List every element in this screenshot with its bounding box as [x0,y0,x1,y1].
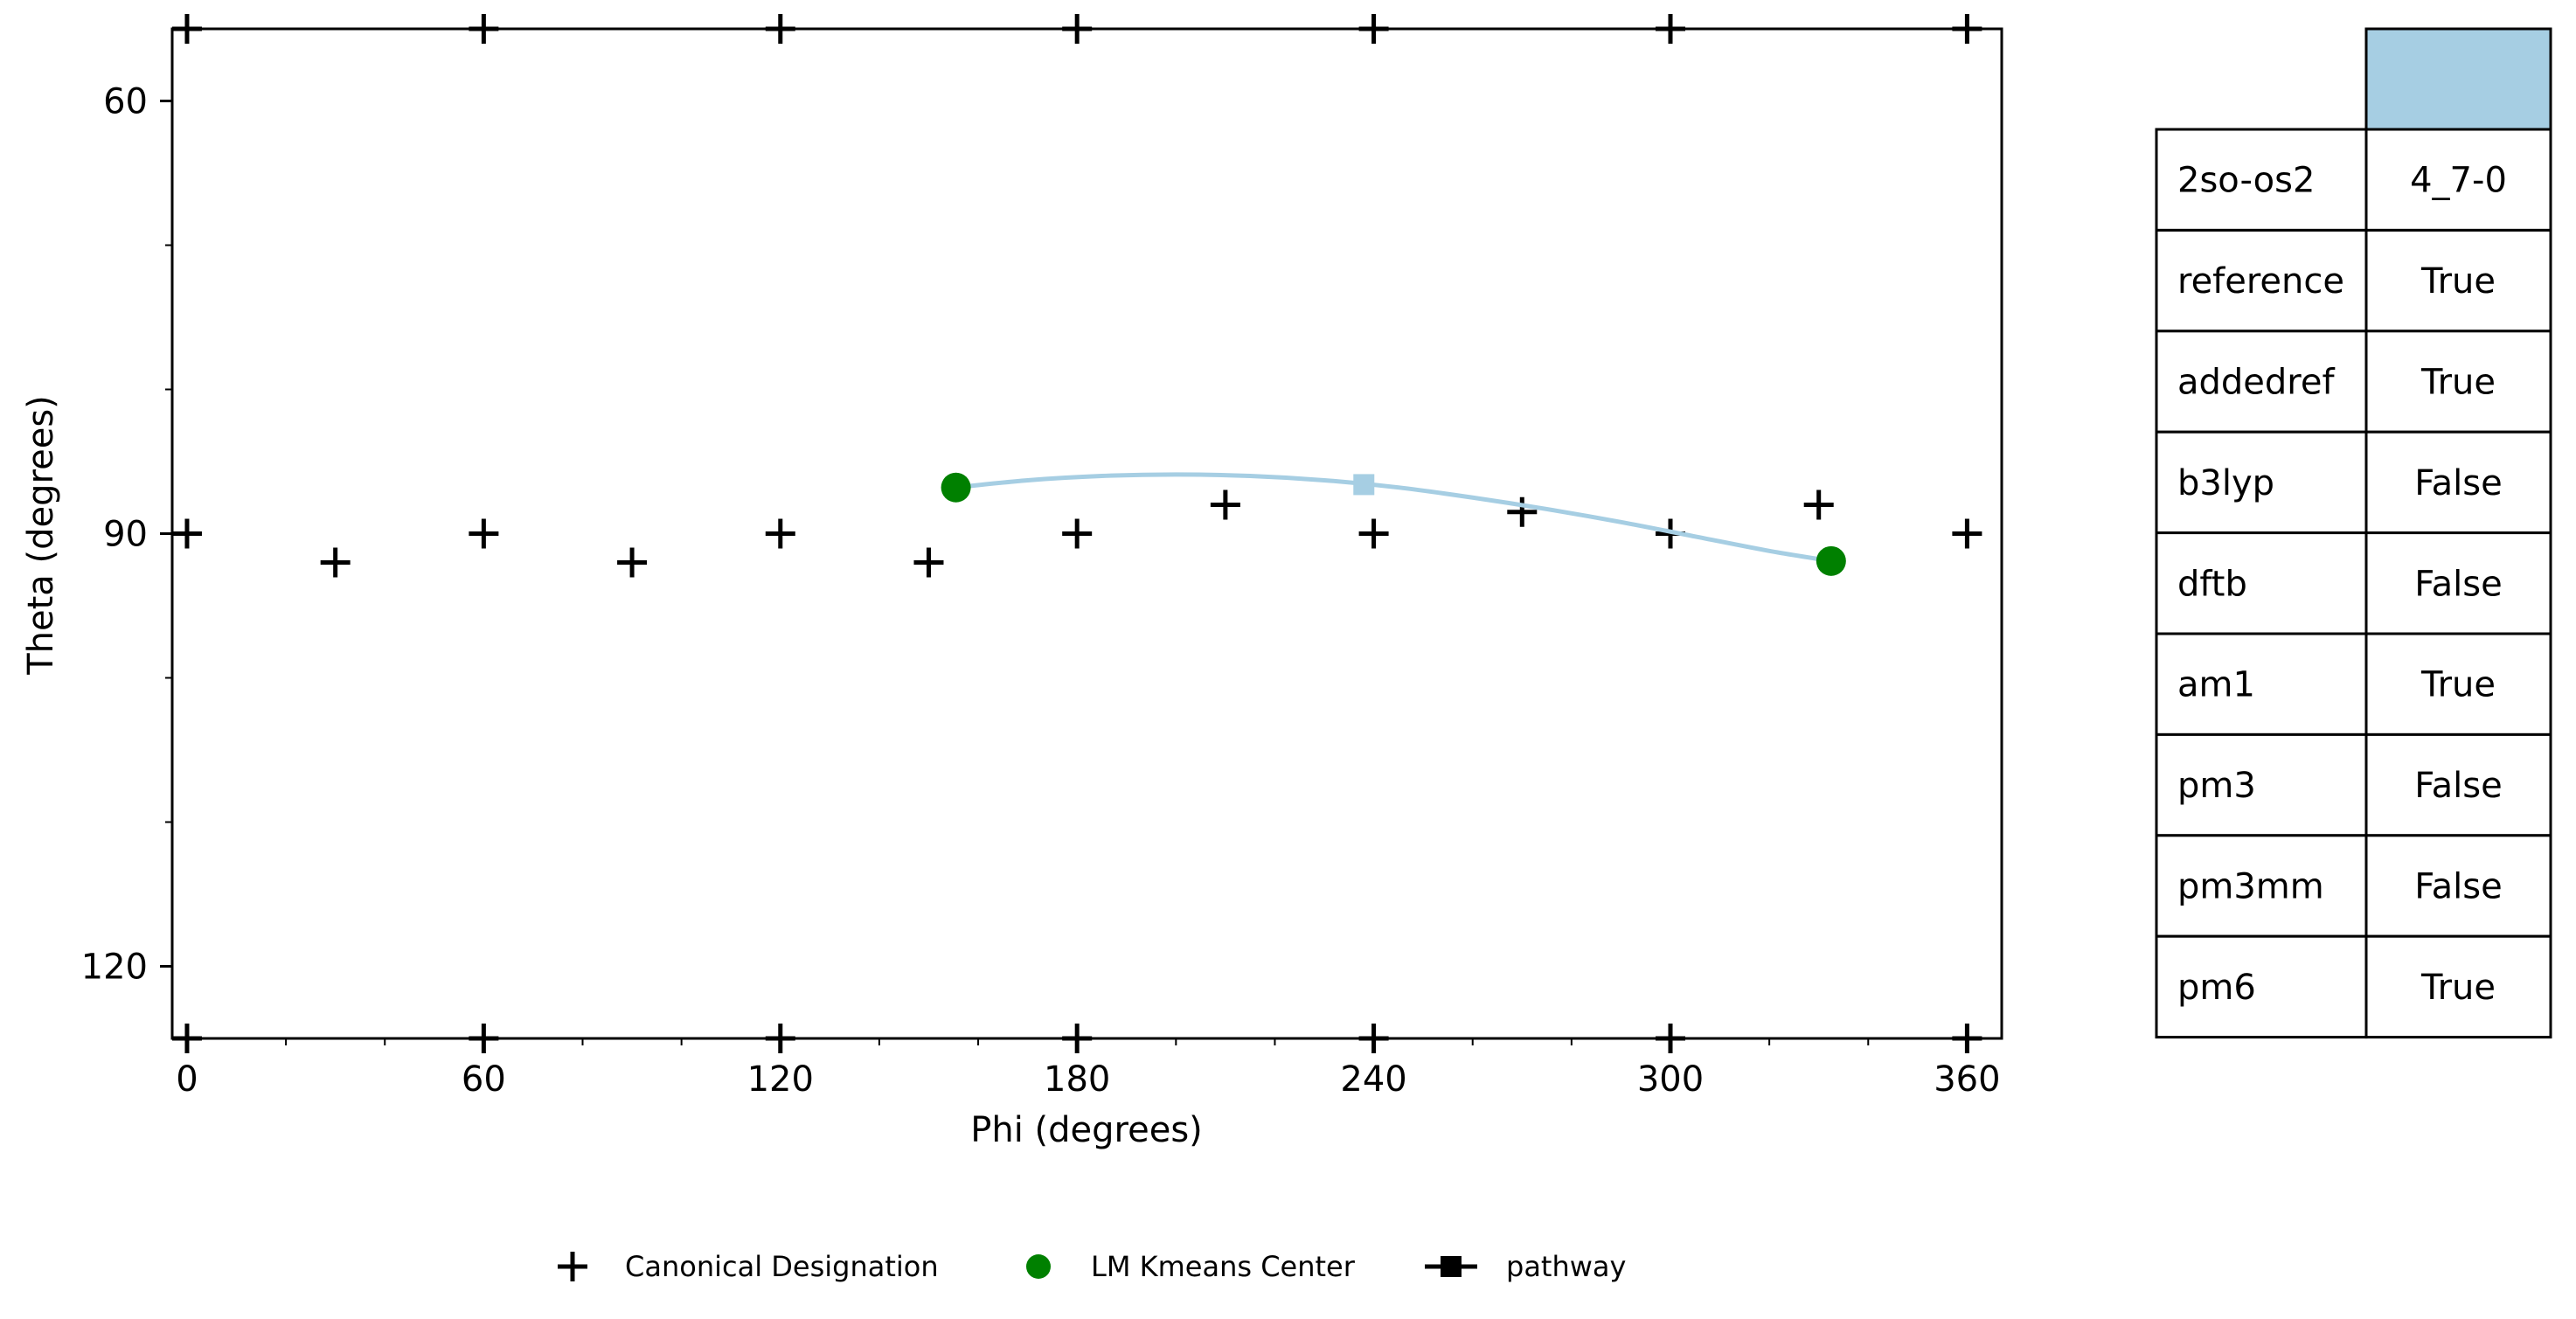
canonical-marker [1952,518,1982,549]
x-tick-label: 60 [462,1059,506,1100]
table-row-label: dftb [2177,564,2247,604]
table-value-cell [2364,934,2552,1039]
table-row-label: addedref [2177,363,2335,403]
table-row-value: False [2414,766,2502,806]
x-tick-label: 120 [747,1059,814,1100]
canonical-marker [1358,518,1389,549]
table-value-cell [2364,632,2552,736]
kmeans-center-marker [941,472,971,503]
x-tick-label: 180 [1044,1059,1110,1100]
kmeans-center-marker [1816,545,1846,576]
legend-label-kmeans: LM Kmeans Center [1091,1250,1356,1283]
x-axis-label: Phi (degrees) [970,1110,1203,1150]
table-label-cell [2155,732,2368,837]
legend-item-kmeans: LM Kmeans Center [1026,1250,1356,1283]
x-tick-label: 360 [1934,1059,2000,1100]
table-value-cell [2364,128,2552,232]
table-value-cell [2364,228,2552,333]
canonical-marker [1062,518,1093,549]
table-row-value: True [2420,665,2496,705]
table-label-cell [2155,632,2368,736]
canonical-marker [1803,489,1834,520]
table-row-value: False [2414,867,2502,907]
legend-label-canonical: Canonical Designation [625,1250,939,1283]
table-row-label: pm6 [2177,968,2256,1008]
legend: Canonical Designation LM Kmeans Center p… [558,1250,1626,1283]
legend-item-canonical: Canonical Designation [558,1250,939,1283]
table-label-cell [2155,934,2368,1039]
table-label-cell [2155,531,2368,635]
table-value-cell [2364,732,2552,837]
axes: Phi (degrees) Theta (degrees) 0 60 120 180 2… [21,27,2003,1150]
x-tick-label: 240 [1340,1059,1406,1100]
table-label-cell [2155,834,2368,938]
table-row-label: am1 [2177,665,2255,705]
legend-item-pathway: pathway [1425,1250,1626,1283]
table-label-cell [2155,330,2368,434]
table-row-value: True [2420,363,2496,403]
table-row-label: 2so-os2 [2177,161,2315,201]
canonical-marker [469,518,499,549]
canonical-marker [1507,496,1538,527]
table-row-label: reference [2177,261,2344,302]
table-value-cell [2364,834,2552,938]
canonical-marker [617,547,648,578]
x-tick-label: 0 [176,1059,198,1100]
pathway-line [955,472,1832,564]
table-row-label: b3lyp [2177,463,2274,503]
x-tick-label: 300 [1637,1059,1704,1100]
canonical-marker [765,518,795,549]
table-row-value: False [2414,564,2502,604]
legend-circle-marker [1026,1254,1051,1279]
legend-label-pathway: pathway [1506,1250,1626,1283]
table-value-cell [2364,531,2552,635]
legend-square-marker [1441,1256,1462,1277]
table-label-cell [2155,128,2368,232]
table-row-value: 4_7-0 [2410,161,2507,201]
y-tick-label: 60 [103,82,148,122]
table-label-cell [2155,430,2368,535]
canonical-marker [1210,489,1240,520]
table-row-label: pm3mm [2177,867,2324,907]
table-header-cell [2364,27,2552,131]
table-row-value: False [2414,463,2502,503]
table-row-label: pm3 [2177,766,2256,806]
canonical-marker [913,547,944,578]
table-row-value: True [2420,261,2496,302]
info-table: 2so-os2 4_7-0 reference True addedref True b3l… [2155,27,2552,1039]
y-tick-label: 90 [103,515,148,555]
canonical-marker [171,518,202,549]
y-tick-label: 120 [81,948,148,988]
pathway-square-marker [1353,474,1375,496]
plot-area [171,14,1982,1053]
y-axis-label: Theta (degrees) [21,395,61,676]
legend-plus-marker [558,1252,587,1281]
canonical-marker [320,547,351,578]
table-row-value: True [2420,968,2496,1008]
table-value-cell [2364,330,2552,434]
